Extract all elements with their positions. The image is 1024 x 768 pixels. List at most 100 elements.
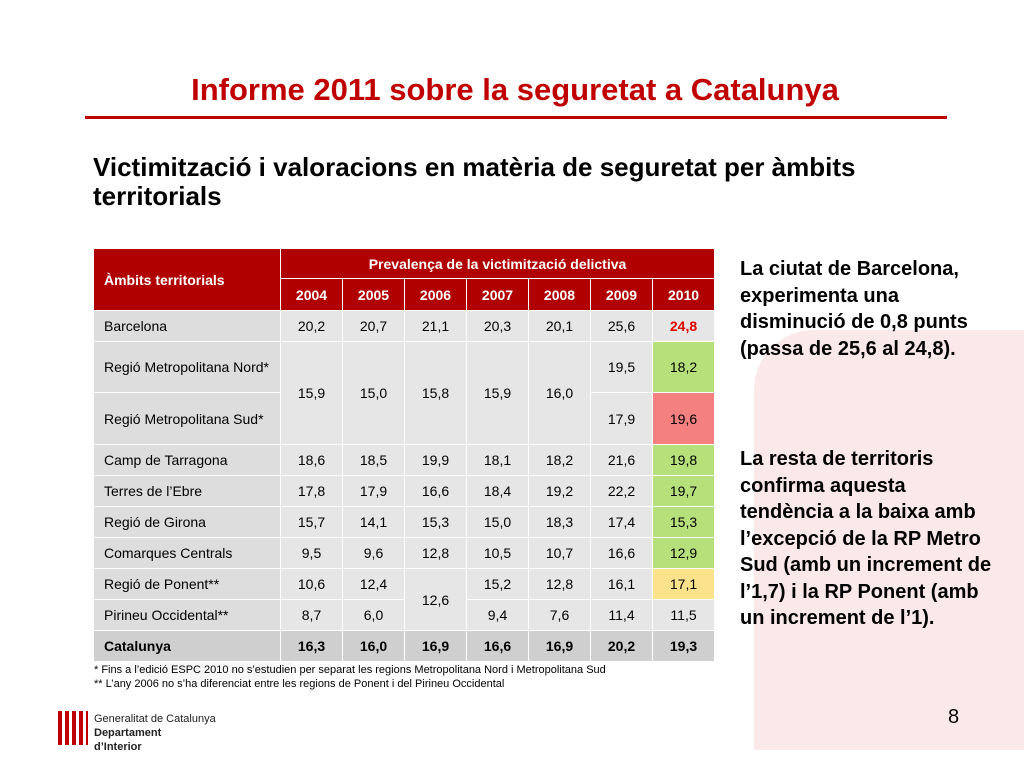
cell-value: 18,4 [466,475,529,507]
cell-value: 18,5 [342,444,405,476]
header-year: 2004 [280,278,343,311]
cell-value: 17,4 [590,506,653,538]
table-row: Regió de Girona 15,7 14,1 15,3 15,0 18,3… [93,506,716,538]
row-name: Regió Metropolitana Nord* [93,341,281,393]
cell-value: 10,7 [528,537,591,569]
header-year: 2007 [466,278,529,311]
cell-value: 9,4 [466,599,529,631]
header-territory: Àmbits territorials [93,248,281,311]
logo-line-1: Generalitat de Catalunya [94,713,216,725]
cell-value: 16,0 [342,630,405,662]
row-name: Camp de Tarragona [93,444,281,476]
header-year: 2009 [590,278,653,311]
cell-value: 25,6 [590,310,653,342]
cell-value: 15,2 [466,568,529,600]
cell-value: 15,0 [466,506,529,538]
cell-value-increase: 19,6 [651,392,716,445]
table-row: Barcelona 20,2 20,7 21,1 20,3 20,1 25,6 … [93,310,716,342]
row-name: Terres de l’Ebre [93,475,281,507]
header-year: 2006 [404,278,467,311]
cell-value: 11,5 [651,599,716,631]
cell-value: 16,1 [590,568,653,600]
logo-line-3: d’Interior [94,741,142,753]
cell-value-decrease: 15,3 [651,506,716,538]
cell-value: 20,7 [342,310,405,342]
generalitat-logo-icon [58,711,88,745]
table-row: Pirineu Occidental** 8,7 6,0 9,4 7,6 11,… [93,599,716,631]
cell-value: 18,1 [466,444,529,476]
cell-value: 10,6 [280,568,343,600]
cell-value: 15,3 [404,506,467,538]
footnote-1: * Fins a l’edició ESPC 2010 no s’estudie… [94,664,606,676]
cell-value: 12,8 [404,537,467,569]
cell-value: 9,5 [280,537,343,569]
cell-value: 18,3 [528,506,591,538]
cell-value-increase: 17,1 [651,568,716,600]
cell-value: 14,1 [342,506,405,538]
row-name: Catalunya [93,630,281,662]
cell-value: 16,3 [280,630,343,662]
cell-value-decrease: 19,7 [651,475,716,507]
cell-value: 20,1 [528,310,591,342]
cell-value: 10,5 [466,537,529,569]
department-logo-text: Generalitat de Catalunya Departament d’I… [94,712,216,754]
table-row: Comarques Centrals 9,5 9,6 12,8 10,5 10,… [93,537,716,569]
cell-value: 17,8 [280,475,343,507]
row-name: Comarques Centrals [93,537,281,569]
table-row: Regió Metropolitana Nord* 15,9 15,0 15,8… [93,341,716,445]
row-name: Pirineu Occidental** [93,599,281,631]
background-watermark-shape [754,330,1024,750]
cell-value: 15,7 [280,506,343,538]
cell-value: 17,9 [342,475,405,507]
table-row: Camp de Tarragona 18,6 18,5 19,9 18,1 18… [93,444,716,476]
slide-title: Informe 2011 sobre la seguretat a Catalu… [191,72,839,107]
row-name: Regió de Ponent** [93,568,281,600]
cell-value: 20,2 [280,310,343,342]
cell-value: 21,6 [590,444,653,476]
row-name: Regió Metropolitana Sud* [93,392,281,445]
cell-value-decrease: 18,2 [651,341,716,393]
cell-value: 11,4 [590,599,653,631]
title-underline [85,116,947,119]
slide-subtitle: Victimització i valoracions en matèria d… [93,152,856,211]
cell-value: 15,9 [280,341,343,445]
logo-line-2: Departament [94,727,162,739]
table-row-total: Catalunya 16,3 16,0 16,9 16,6 16,9 20,2 … [93,630,716,662]
cell-value-decrease: 12,9 [651,537,716,569]
cell-value-decrease: 19,8 [651,444,716,476]
cell-value: 12,4 [342,568,405,600]
cell-value: 7,6 [528,599,591,631]
header-year: 2005 [342,278,405,311]
side-note-territories: La resta de territoris confirma aquesta … [740,448,992,629]
footnote-2: ** L’any 2006 no s’ha diferenciat entre … [94,678,505,690]
cell-value: 19,3 [651,630,716,662]
cell-value: 16,9 [528,630,591,662]
cell-value: 16,6 [404,475,467,507]
cell-value: 12,6 [404,568,467,631]
cell-value: 17,9 [590,392,653,445]
cell-value: 22,2 [590,475,653,507]
cell-value: 18,6 [280,444,343,476]
cell-value: 6,0 [342,599,405,631]
header-prevalence: Prevalença de la victimització delictiva [279,248,716,279]
page-number: 8 [948,706,960,728]
table-row: Regió Metropolitana Sud* 17,9 19,6 [93,392,716,445]
cell-value: 15,8 [404,341,467,445]
cell-value-highlight: 24,8 [651,310,716,342]
cell-value: 16,6 [466,630,529,662]
cell-value: 9,6 [342,537,405,569]
cell-value: 19,9 [404,444,467,476]
cell-value: 19,5 [590,341,653,393]
cell-value: 16,9 [404,630,467,662]
cell-value: 19,2 [528,475,591,507]
cell-value: 16,0 [528,341,591,445]
row-name: Regió de Girona [93,506,281,538]
table-row: Regió de Ponent** 10,6 12,4 12,6 15,2 12… [93,568,716,631]
cell-value: 18,2 [528,444,591,476]
side-note-barcelona: La ciutat de Barcelona, experimenta una … [740,258,968,360]
cell-value: 20,2 [590,630,653,662]
cell-value: 20,3 [466,310,529,342]
victimization-table: Àmbits territorials Prevalença de la vic… [93,248,716,662]
cell-value: 21,1 [404,310,467,342]
cell-value: 16,6 [590,537,653,569]
